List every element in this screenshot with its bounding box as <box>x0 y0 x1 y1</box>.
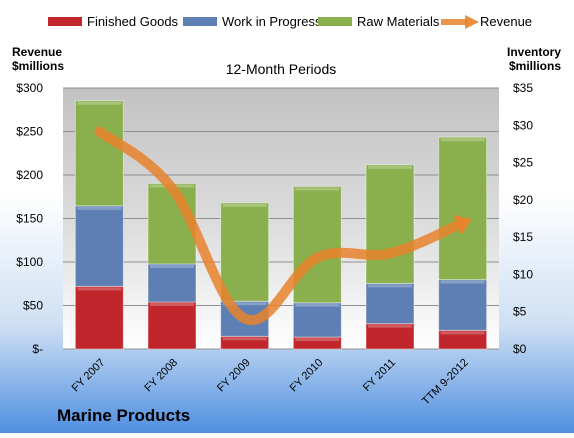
right-tick-label: $25 <box>513 156 533 170</box>
raw-materials-bar <box>220 202 270 302</box>
left-axis-label-line2: $millions <box>12 59 64 73</box>
bar-highlight <box>295 303 340 307</box>
bar-highlight <box>295 338 340 342</box>
work-in-progress-bar <box>147 263 197 303</box>
right-tick-label: $20 <box>513 193 533 207</box>
work-in-progress-bar <box>438 279 488 331</box>
raw-materials-bar <box>365 164 415 284</box>
company-name: Marine Products <box>57 406 190 425</box>
bar-highlight <box>222 337 267 341</box>
left-axis: $- $50 $100 $150 $200 $250 $300 <box>16 81 43 356</box>
bar-highlight <box>440 138 485 142</box>
right-tick-label: $35 <box>513 81 533 95</box>
bar-highlight <box>368 165 412 169</box>
work-in-progress-bar <box>365 282 415 325</box>
left-tick-label: $300 <box>16 81 43 95</box>
finished-goods-bar <box>365 323 415 350</box>
right-tick-label: $15 <box>513 230 533 244</box>
raw-materials-bar <box>292 185 342 304</box>
bar-highlight <box>150 303 194 307</box>
bar-highlight <box>368 284 412 288</box>
legend-arrowhead <box>465 15 479 29</box>
right-tick-label: $30 <box>513 118 533 132</box>
bar-highlight <box>77 287 122 291</box>
left-tick-label: $- <box>32 342 43 356</box>
bar-highlight <box>77 101 122 105</box>
legend: Finished Goods Work in Progress Raw Materi… <box>48 14 532 29</box>
left-axis-label-line1: Revenue <box>12 45 62 59</box>
bar-highlight <box>368 324 412 328</box>
legend-swatch <box>318 17 352 26</box>
gridlines <box>63 87 499 350</box>
chart-title: 12-Month Periods <box>226 61 337 77</box>
bar-highlight <box>150 264 194 268</box>
legend-label: Finished Goods <box>87 14 179 29</box>
right-axis-label-line1: Inventory <box>507 45 561 59</box>
revenue-line-path <box>94 126 468 326</box>
left-tick-label: $250 <box>16 125 43 139</box>
legend-label: Revenue <box>480 14 532 29</box>
raw-materials-bar <box>438 136 488 281</box>
bar-highlight <box>222 302 267 306</box>
legend-label: Raw Materials <box>357 14 440 29</box>
revenue-arrowhead <box>452 215 472 236</box>
raw-materials-bar <box>74 100 124 207</box>
bar-highlight <box>295 187 340 191</box>
finished-goods-bar <box>74 285 124 350</box>
right-axis-label-line2: $millions <box>509 59 561 73</box>
right-tick-label: $0 <box>513 342 527 356</box>
bar-highlight <box>222 203 267 207</box>
finished-goods-bar <box>147 301 197 350</box>
left-tick-label: $150 <box>16 212 43 226</box>
finished-goods-bar <box>438 329 488 350</box>
work-in-progress-bar <box>74 205 124 287</box>
right-tick-label: $5 <box>513 305 527 319</box>
work-in-progress-bar <box>292 302 342 338</box>
left-tick-label: $200 <box>16 168 43 182</box>
right-axis: $0 $5 $10 $15 $20 $25 $30 $35 <box>513 81 533 356</box>
right-tick-label: $10 <box>513 267 533 281</box>
left-tick-label: $50 <box>23 299 43 313</box>
bar-highlight <box>440 331 485 335</box>
bars <box>74 100 488 350</box>
bar-highlight <box>440 280 485 284</box>
legend-label: Work in Progress <box>222 14 322 29</box>
left-tick-label: $100 <box>16 255 43 269</box>
revenue-line <box>94 126 472 326</box>
bar-highlight <box>77 206 122 210</box>
legend-swatch <box>183 17 217 26</box>
legend-swatch <box>48 17 82 26</box>
